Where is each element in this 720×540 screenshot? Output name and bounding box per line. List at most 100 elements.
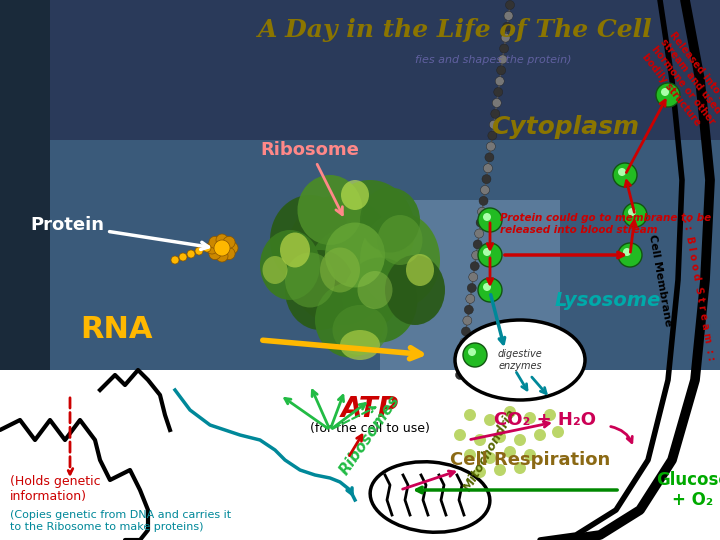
Circle shape: [514, 434, 526, 446]
Ellipse shape: [320, 247, 360, 293]
Text: RNA: RNA: [80, 315, 153, 344]
Circle shape: [216, 234, 228, 246]
Text: Released into blood
stream and used as
hormone or other
bodily structure: Released into blood stream and used as h…: [640, 30, 720, 144]
Ellipse shape: [455, 320, 585, 400]
Ellipse shape: [360, 213, 440, 307]
Circle shape: [483, 164, 492, 173]
Text: Cytoplasm: Cytoplasm: [491, 115, 639, 139]
Circle shape: [477, 207, 487, 216]
Circle shape: [469, 273, 478, 281]
Circle shape: [209, 248, 221, 260]
Circle shape: [491, 109, 500, 118]
Circle shape: [504, 446, 516, 458]
Text: digestive
enzymes: digestive enzymes: [498, 349, 542, 371]
Ellipse shape: [285, 250, 355, 330]
Circle shape: [483, 283, 491, 291]
Ellipse shape: [385, 255, 445, 325]
Ellipse shape: [263, 256, 287, 284]
Circle shape: [495, 77, 504, 86]
Circle shape: [187, 250, 195, 258]
Ellipse shape: [305, 225, 405, 335]
FancyBboxPatch shape: [0, 0, 720, 140]
Circle shape: [457, 360, 466, 369]
Circle shape: [464, 449, 476, 461]
Circle shape: [456, 370, 464, 380]
Circle shape: [463, 343, 487, 367]
Circle shape: [209, 237, 221, 248]
Ellipse shape: [285, 195, 395, 325]
Text: A Day in the Life of The Cell: A Day in the Life of The Cell: [258, 18, 652, 42]
Circle shape: [226, 242, 238, 254]
Ellipse shape: [297, 175, 362, 245]
Circle shape: [476, 218, 485, 227]
Circle shape: [498, 55, 507, 64]
Circle shape: [494, 464, 506, 476]
Circle shape: [623, 203, 647, 227]
Circle shape: [171, 256, 179, 264]
Circle shape: [474, 434, 486, 446]
Circle shape: [179, 253, 187, 261]
Circle shape: [223, 237, 235, 248]
Circle shape: [661, 88, 669, 96]
Circle shape: [487, 142, 495, 151]
Circle shape: [203, 244, 211, 252]
Circle shape: [497, 66, 505, 75]
Circle shape: [618, 168, 626, 176]
Text: Lysosome: Lysosome: [555, 291, 662, 309]
Circle shape: [524, 449, 536, 461]
Circle shape: [628, 208, 636, 216]
Text: CO₂ + H₂O: CO₂ + H₂O: [494, 411, 596, 429]
Text: Mitochondria: Mitochondria: [461, 407, 519, 494]
Ellipse shape: [325, 222, 385, 287]
Circle shape: [501, 33, 510, 42]
Circle shape: [503, 22, 511, 31]
Text: (Copies genetic from DNA and carries it
to the Ribosome to make proteins): (Copies genetic from DNA and carries it …: [10, 510, 231, 531]
Circle shape: [468, 348, 476, 356]
Circle shape: [482, 174, 491, 184]
Text: Glucose
+ O₂: Glucose + O₂: [656, 470, 720, 509]
Circle shape: [223, 248, 235, 260]
Circle shape: [483, 213, 491, 221]
Text: fies and shapes the protein): fies and shapes the protein): [415, 55, 572, 65]
Text: : :  B l o o d  S t r e a m  : :: : : B l o o d S t r e a m : :: [680, 218, 716, 362]
Circle shape: [460, 338, 469, 347]
Circle shape: [484, 452, 496, 464]
Circle shape: [494, 431, 506, 443]
Circle shape: [467, 284, 476, 293]
Circle shape: [206, 242, 218, 254]
Ellipse shape: [343, 258, 418, 342]
Ellipse shape: [285, 253, 335, 307]
Circle shape: [479, 197, 488, 205]
Ellipse shape: [280, 233, 310, 267]
Ellipse shape: [333, 305, 387, 355]
Circle shape: [454, 429, 466, 441]
Ellipse shape: [315, 282, 385, 357]
FancyBboxPatch shape: [0, 0, 50, 370]
Ellipse shape: [370, 462, 490, 532]
Circle shape: [618, 243, 642, 267]
Circle shape: [534, 429, 546, 441]
Text: (for the cell to use): (for the cell to use): [310, 422, 430, 435]
Ellipse shape: [325, 180, 415, 280]
Ellipse shape: [406, 254, 434, 286]
Circle shape: [474, 466, 486, 478]
Circle shape: [466, 294, 474, 303]
Circle shape: [552, 426, 564, 438]
Circle shape: [494, 87, 503, 97]
Text: Protein: Protein: [30, 216, 208, 249]
Circle shape: [195, 247, 203, 255]
FancyBboxPatch shape: [380, 200, 560, 370]
Circle shape: [504, 406, 516, 418]
Text: Ribosome: Ribosome: [261, 141, 359, 215]
Ellipse shape: [260, 230, 320, 300]
Circle shape: [462, 327, 470, 336]
Text: Ribosomes: Ribosomes: [337, 393, 403, 477]
Text: Protein could go to membrane to be
released into blood stream: Protein could go to membrane to be relea…: [500, 213, 711, 235]
Circle shape: [488, 131, 497, 140]
Circle shape: [504, 11, 513, 21]
Circle shape: [478, 278, 502, 302]
Circle shape: [505, 1, 515, 10]
Circle shape: [485, 153, 494, 162]
Ellipse shape: [377, 215, 423, 265]
Circle shape: [474, 229, 484, 238]
